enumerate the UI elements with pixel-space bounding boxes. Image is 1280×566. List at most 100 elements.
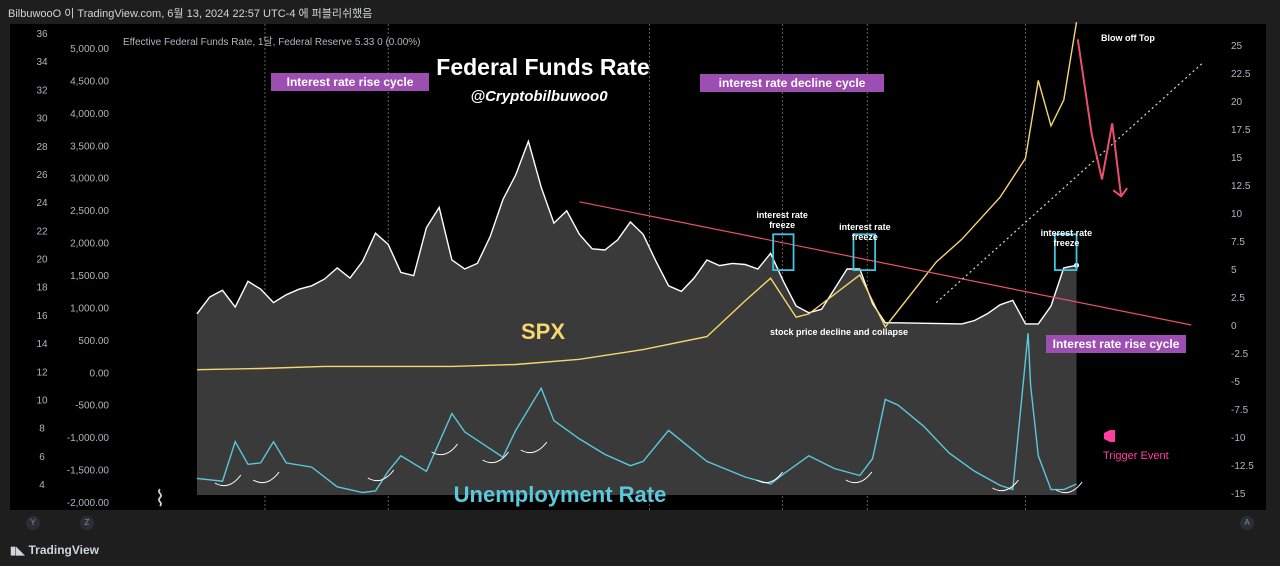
- left-axis-2-tick: 500.00: [78, 336, 109, 347]
- trough-arrow: [1055, 481, 1083, 494]
- freeze-box: [852, 233, 877, 272]
- left-axis-1-tick: 6: [39, 452, 45, 463]
- left-axis-1-tick: 16: [36, 311, 48, 322]
- left-axis-1-tick: 34: [36, 57, 48, 68]
- freeze-box: [772, 233, 795, 272]
- left-axis-1-tick: 30: [36, 114, 48, 125]
- attribution-text: BilbuwooO 이 TradingView.com, 6월 13, 2024…: [8, 8, 373, 20]
- right-axis-tick: -5: [1231, 377, 1240, 388]
- left-axis-2-tick: -1,500.00: [67, 466, 110, 477]
- right-axis-tick: 12.5: [1231, 181, 1251, 192]
- chart-subtitle: @Cryptobilbuwoo0: [470, 88, 608, 105]
- trigger-event-label: Trigger Event: [1103, 450, 1169, 462]
- auto-scale-button[interactable]: A: [1240, 516, 1254, 530]
- freeze-box: [1053, 233, 1078, 272]
- tradingview-logo: ▮◣ TradingView: [10, 543, 99, 557]
- left-axis-1-tick: 12: [36, 367, 48, 378]
- axis-z-button[interactable]: Z: [80, 516, 94, 530]
- left-axis-1-tick: 28: [36, 142, 48, 153]
- left-axis-1-tick: 36: [36, 29, 48, 40]
- trough-arrow: [482, 451, 509, 464]
- right-axis-tick: -2.5: [1231, 349, 1249, 360]
- left-axis-1-tick: 10: [36, 395, 48, 406]
- blow-off-label: Blow off Top: [1101, 33, 1155, 43]
- left-axis-2-tick: 1,000.00: [70, 303, 109, 314]
- trough-arrow: [845, 471, 873, 484]
- spx-label: SPX: [521, 319, 565, 344]
- freeze-label-line-1: interest rate: [756, 210, 808, 220]
- right-axis-tick: 20: [1231, 97, 1243, 108]
- top-attribution-bar: BilbuwooO 이 TradingView.com, 6월 13, 2024…: [0, 0, 1280, 24]
- megaphone-icon: [1104, 430, 1115, 442]
- dotted-trendline: [935, 61, 1205, 304]
- left-axis-1-tick: 8: [39, 424, 45, 435]
- bottom-bar: [0, 510, 1280, 566]
- left-axis-2-tick: 4,000.00: [70, 109, 109, 120]
- trough-arrow: [520, 441, 548, 454]
- trough-arrow: [431, 443, 458, 456]
- left-axis-1-tick: 4: [39, 480, 45, 491]
- left-axis-1-tick: 20: [36, 255, 48, 266]
- right-axis-tick: 10: [1231, 209, 1243, 220]
- left-axis-2-tick: 5,000.00: [70, 44, 109, 55]
- trough-arrow: [756, 471, 784, 484]
- left-axis-2-tick: 0.00: [90, 368, 110, 379]
- decline-cycle-label: interest rate decline cycle: [719, 76, 866, 90]
- fed-funds-line: [196, 139, 1077, 325]
- left-axis-2-tick: 3,500.00: [70, 141, 109, 152]
- left-axis-1-tick: 32: [36, 85, 48, 96]
- trough-arrow: [252, 471, 280, 484]
- red-trendline: [579, 201, 1192, 326]
- right-axis-tick: 2.5: [1231, 293, 1245, 304]
- blow-off-projection: [1076, 39, 1123, 197]
- series-legend: Effective Federal Funds Rate, 1달, Federa…: [123, 37, 421, 48]
- left-axis-2-tick: 4,500.00: [70, 76, 109, 87]
- stock-decline-label: stock price decline and collapse: [770, 327, 908, 337]
- spx-line: [196, 21, 1078, 371]
- freeze-label-line-1: interest rate: [1041, 228, 1093, 238]
- trough-arrow: [992, 479, 1019, 492]
- left-axis-2-tick: -500.00: [75, 401, 109, 412]
- unemployment-label: Unemployment Rate: [454, 482, 667, 507]
- right-axis-tick: -12.5: [1231, 461, 1254, 472]
- left-axis-2-tick: 2,500.00: [70, 206, 109, 217]
- right-axis-tick: 25: [1231, 41, 1243, 52]
- left-axis-2-tick: 2,000.00: [70, 239, 109, 250]
- left-axis-1-tick: 26: [36, 170, 48, 181]
- left-axis-2-tick: 1,500.00: [70, 271, 109, 282]
- brand-label: TradingView: [28, 543, 99, 557]
- left-axis-2-tick: -2,000.00: [67, 498, 110, 509]
- right-axis-tick: 0: [1231, 321, 1237, 332]
- right-axis-tick: 7.5: [1231, 237, 1245, 248]
- freeze-label-line-2: freeze: [852, 232, 878, 242]
- unemployment-line: [196, 333, 1077, 494]
- right-axis-tick: 22.5: [1231, 69, 1251, 80]
- rise-cycle-label-1: Interest rate rise cycle: [287, 75, 414, 89]
- left-axis-1-tick: 22: [36, 226, 48, 237]
- left-axis-2-tick: -1,000.00: [67, 433, 110, 444]
- freeze-label-line-2: freeze: [769, 220, 795, 230]
- tradingview-mark-icon: ▮◣: [10, 545, 25, 557]
- freeze-label-line-2: freeze: [1053, 238, 1079, 248]
- freeze-label-line-1: interest rate: [839, 222, 891, 232]
- left-axis-1-tick: 14: [36, 339, 48, 350]
- decline-cycle-label-box: [700, 74, 884, 92]
- trough-arrow: [367, 469, 395, 482]
- right-axis-tick: 15: [1231, 153, 1243, 164]
- right-axis-tick: -10: [1231, 433, 1246, 444]
- axis-y-button[interactable]: Y: [26, 516, 40, 530]
- right-axis-tick: 17.5: [1231, 125, 1251, 136]
- chart-title: Federal Funds Rate: [436, 54, 649, 80]
- left-axis-2-tick: 3,000.00: [70, 174, 109, 185]
- blow-off-arrow-head: [1112, 187, 1128, 198]
- rise-cycle-label-1-box: [271, 73, 429, 91]
- right-axis-tick: -15: [1231, 489, 1246, 500]
- trough-arrow: [214, 474, 242, 487]
- dinosaur-icon: ⌇: [155, 486, 166, 511]
- fed-funds-area: [197, 141, 1077, 496]
- left-axis-1-tick: 24: [36, 198, 48, 209]
- left-axis-1-tick: 18: [36, 283, 48, 294]
- right-axis-tick: 5: [1231, 265, 1237, 276]
- rise-cycle-label-2: Interest rate rise cycle: [1053, 337, 1180, 351]
